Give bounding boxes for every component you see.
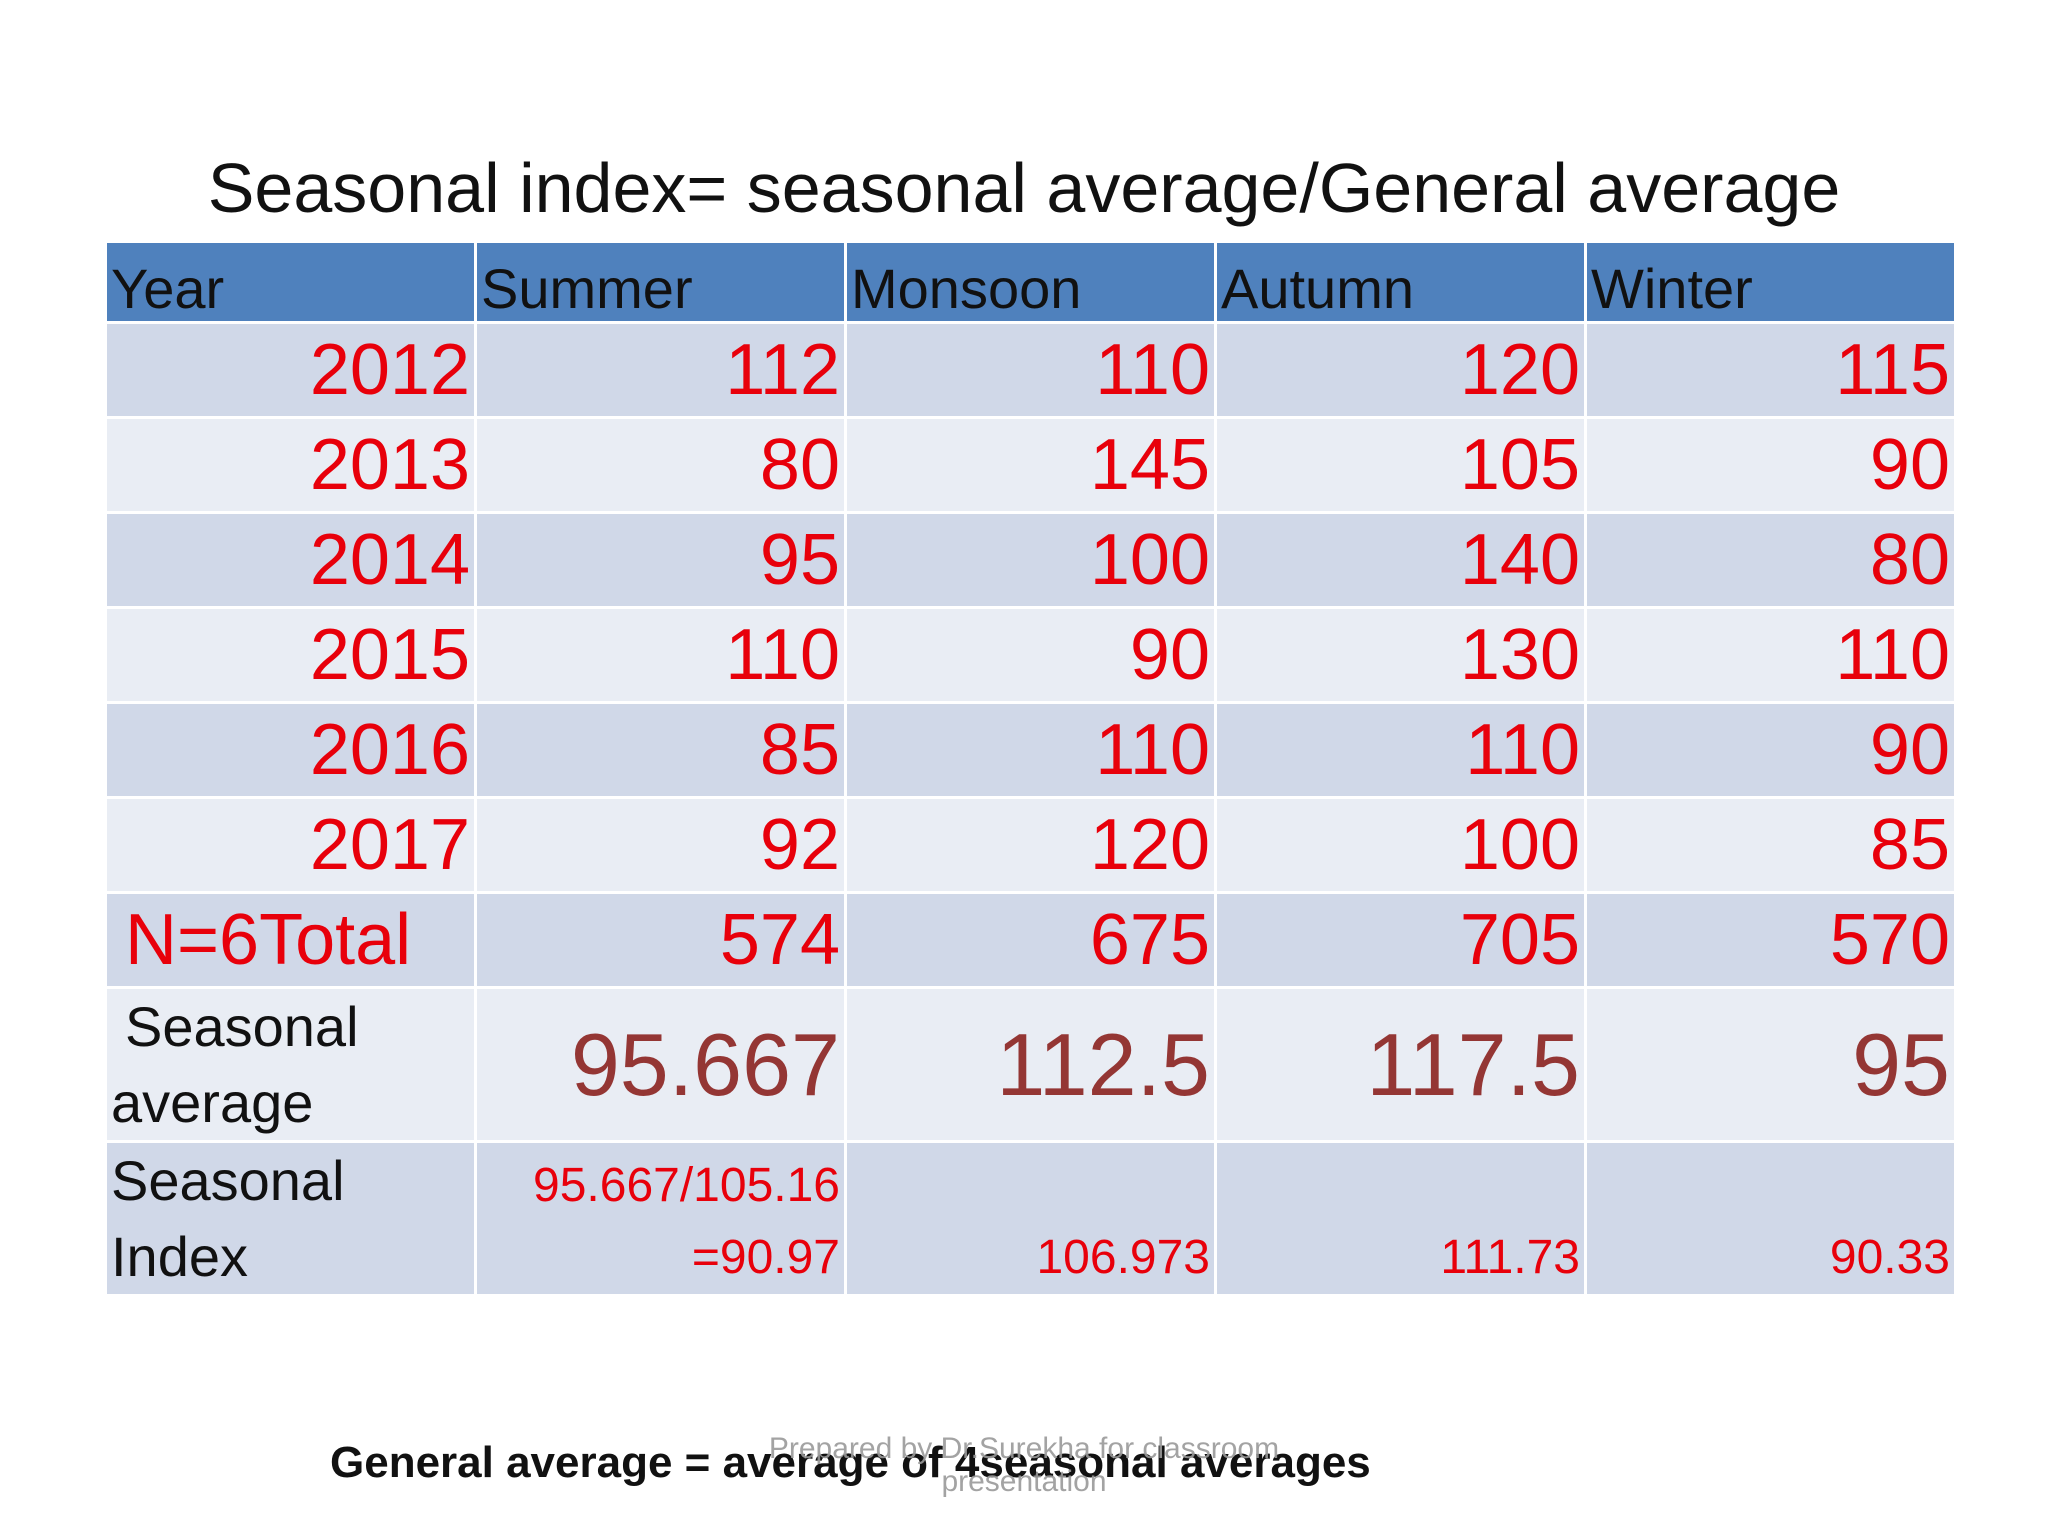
year-cell: 2017 <box>104 796 477 894</box>
seasonal-average-label-line2: average <box>111 1070 314 1134</box>
summer-cell: 112 <box>474 321 847 419</box>
year-cell: 2016 <box>104 701 477 799</box>
autumn-average: 117.5 <box>1214 985 1587 1144</box>
winter-index: 90.33 <box>1584 1140 1957 1298</box>
table-row: 2016 85 110 110 90 <box>104 701 1957 799</box>
summer-average: 95.667 <box>474 985 847 1144</box>
autumn-cell: 140 <box>1214 511 1587 609</box>
monsoon-average: 112.5 <box>844 985 1217 1144</box>
seasonal-average-label-line1: Seasonal <box>125 995 359 1058</box>
winter-cell: 110 <box>1584 606 1957 704</box>
header-autumn: Autumn <box>1214 240 1587 324</box>
autumn-cell: 100 <box>1214 796 1587 894</box>
autumn-index: 111.73 <box>1214 1140 1587 1298</box>
monsoon-cell: 120 <box>844 796 1217 894</box>
seasonal-index-table: Year Summer Monsoon Autumn Winter 2012 1… <box>104 240 1957 1298</box>
monsoon-cell: 145 <box>844 416 1217 514</box>
table-row: 2012 112 110 120 115 <box>104 321 1957 419</box>
summer-cell: 80 <box>474 416 847 514</box>
summer-cell: 110 <box>474 606 847 704</box>
watermark: Prepared by Dr.Surekha for classroom pre… <box>724 1432 1324 1498</box>
monsoon-cell: 100 <box>844 511 1217 609</box>
monsoon-index: 106.973 <box>844 1140 1217 1298</box>
seasonal-average-label: Seasonal average <box>104 985 477 1144</box>
autumn-cell: 130 <box>1214 606 1587 704</box>
seasonal-index-row: Seasonal Index 95.667/105.16 =90.97 106.… <box>104 1140 1957 1298</box>
winter-cell: 90 <box>1584 701 1957 799</box>
header-winter: Winter <box>1584 240 1957 324</box>
autumn-cell: 105 <box>1214 416 1587 514</box>
table-row: 2015 110 90 130 110 <box>104 606 1957 704</box>
seasonal-average-row: Seasonal average 95.667 112.5 117.5 95 <box>104 985 1957 1144</box>
winter-cell: 115 <box>1584 321 1957 419</box>
summer-index: 95.667/105.16 =90.97 <box>474 1140 847 1298</box>
year-cell: 2014 <box>104 511 477 609</box>
winter-cell: 85 <box>1584 796 1957 894</box>
seasonal-index-label-line1: Seasonal <box>111 1149 345 1213</box>
monsoon-cell: 110 <box>844 701 1217 799</box>
summer-cell: 95 <box>474 511 847 609</box>
summer-cell: 85 <box>474 701 847 799</box>
header-year: Year <box>104 240 477 324</box>
header-summer: Summer <box>474 240 847 324</box>
table-row: 2013 80 145 105 90 <box>104 416 1957 514</box>
summer-index-result: =90.97 <box>691 1231 840 1285</box>
header-monsoon: Monsoon <box>844 240 1217 324</box>
winter-average: 95 <box>1584 985 1957 1144</box>
seasonal-index-label-line2: Index <box>111 1224 248 1288</box>
summer-index-formula: 95.667/105.16 <box>533 1159 840 1213</box>
slide-title: Seasonal index= seasonal average/General… <box>207 149 1841 227</box>
autumn-cell: 110 <box>1214 701 1587 799</box>
summer-total: 574 <box>474 891 847 989</box>
monsoon-cell: 90 <box>844 606 1217 704</box>
total-row: N=6Total 574 675 705 570 <box>104 891 1957 989</box>
footer-note: General average = average of 4seasonal a… <box>330 1438 1371 1487</box>
autumn-cell: 120 <box>1214 321 1587 419</box>
year-cell: 2013 <box>104 416 477 514</box>
table-row: 2017 92 120 100 85 <box>104 796 1957 894</box>
year-cell: 2015 <box>104 606 477 704</box>
watermark-line2: presentation <box>941 1465 1107 1498</box>
seasonal-index-label: Seasonal Index <box>104 1140 477 1298</box>
total-label: N=6Total <box>104 891 477 989</box>
summer-cell: 92 <box>474 796 847 894</box>
winter-cell: 90 <box>1584 416 1957 514</box>
autumn-total: 705 <box>1214 891 1587 989</box>
monsoon-total: 675 <box>844 891 1217 989</box>
winter-cell: 80 <box>1584 511 1957 609</box>
monsoon-cell: 110 <box>844 321 1217 419</box>
year-cell: 2012 <box>104 321 477 419</box>
winter-total: 570 <box>1584 891 1957 989</box>
table-header-row: Year Summer Monsoon Autumn Winter <box>104 240 1957 324</box>
table-row: 2014 95 100 140 80 <box>104 511 1957 609</box>
watermark-line1: Prepared by Dr.Surekha for classroom <box>768 1432 1280 1465</box>
